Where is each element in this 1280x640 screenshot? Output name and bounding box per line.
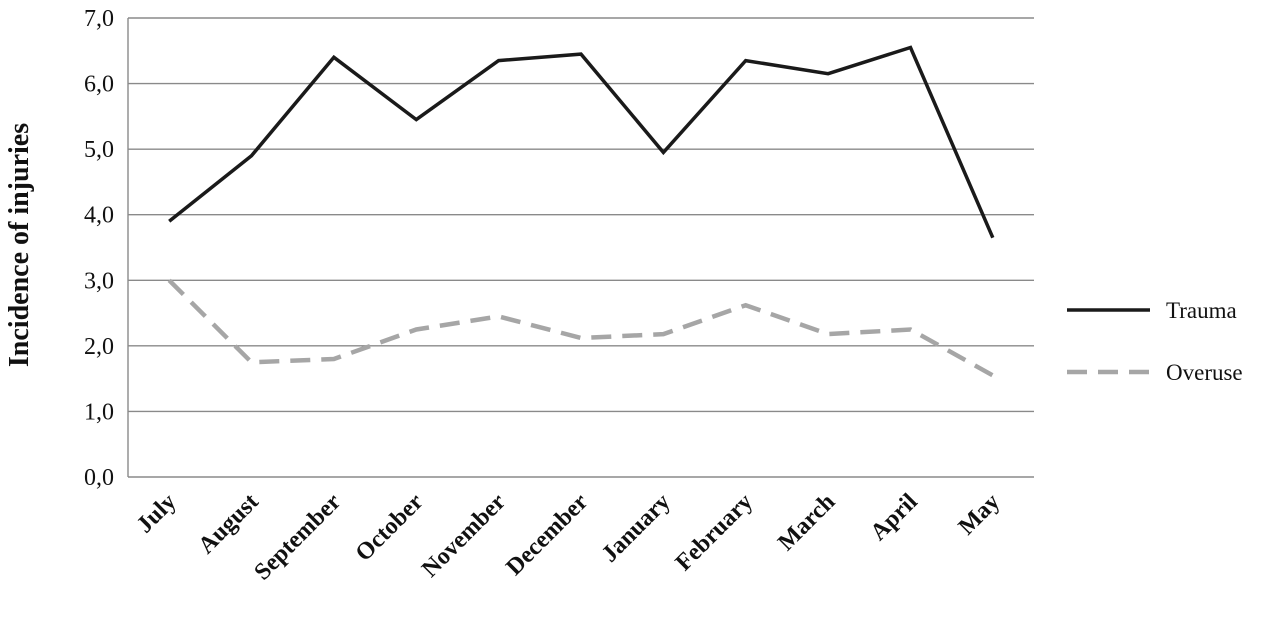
y-tick-label: 3,0 [84, 268, 114, 294]
x-tick-label: November [417, 489, 511, 583]
x-tick-label: May [954, 489, 1005, 540]
x-tick-label: February [671, 489, 758, 576]
y-tick-label: 5,0 [84, 137, 114, 163]
x-tick-label: March [773, 489, 840, 556]
y-axis-title: Incidence of injuries [4, 123, 35, 367]
x-tick-label: October [351, 489, 429, 567]
y-tick-label: 4,0 [84, 203, 114, 229]
x-tick-label: September [250, 489, 347, 586]
y-tick-label: 2,0 [84, 334, 114, 360]
legend-label-overuse: Overuse [1166, 360, 1243, 385]
y-axis-ticks: 0,0 1,0 2,0 3,0 4,0 5,0 6,0 7,0 [84, 6, 114, 491]
legend: Trauma Overuse [1067, 298, 1243, 385]
x-tick-label: July [132, 489, 182, 539]
series-lines [167, 45, 995, 378]
series-line-trauma [168, 45, 995, 239]
x-tick-label: April [866, 489, 923, 546]
y-tick-label: 1,0 [84, 399, 114, 425]
y-tick-label: 6,0 [84, 72, 114, 98]
series-line-overuse [167, 278, 994, 378]
y-tick-label: 7,0 [84, 6, 114, 32]
x-tick-label: December [501, 489, 593, 581]
x-tick-label: August [194, 489, 264, 559]
gridlines [127, 17, 1034, 478]
legend-label-trauma: Trauma [1166, 298, 1237, 323]
y-tick-label: 0,0 [84, 465, 114, 491]
x-tick-label: January [597, 489, 676, 568]
